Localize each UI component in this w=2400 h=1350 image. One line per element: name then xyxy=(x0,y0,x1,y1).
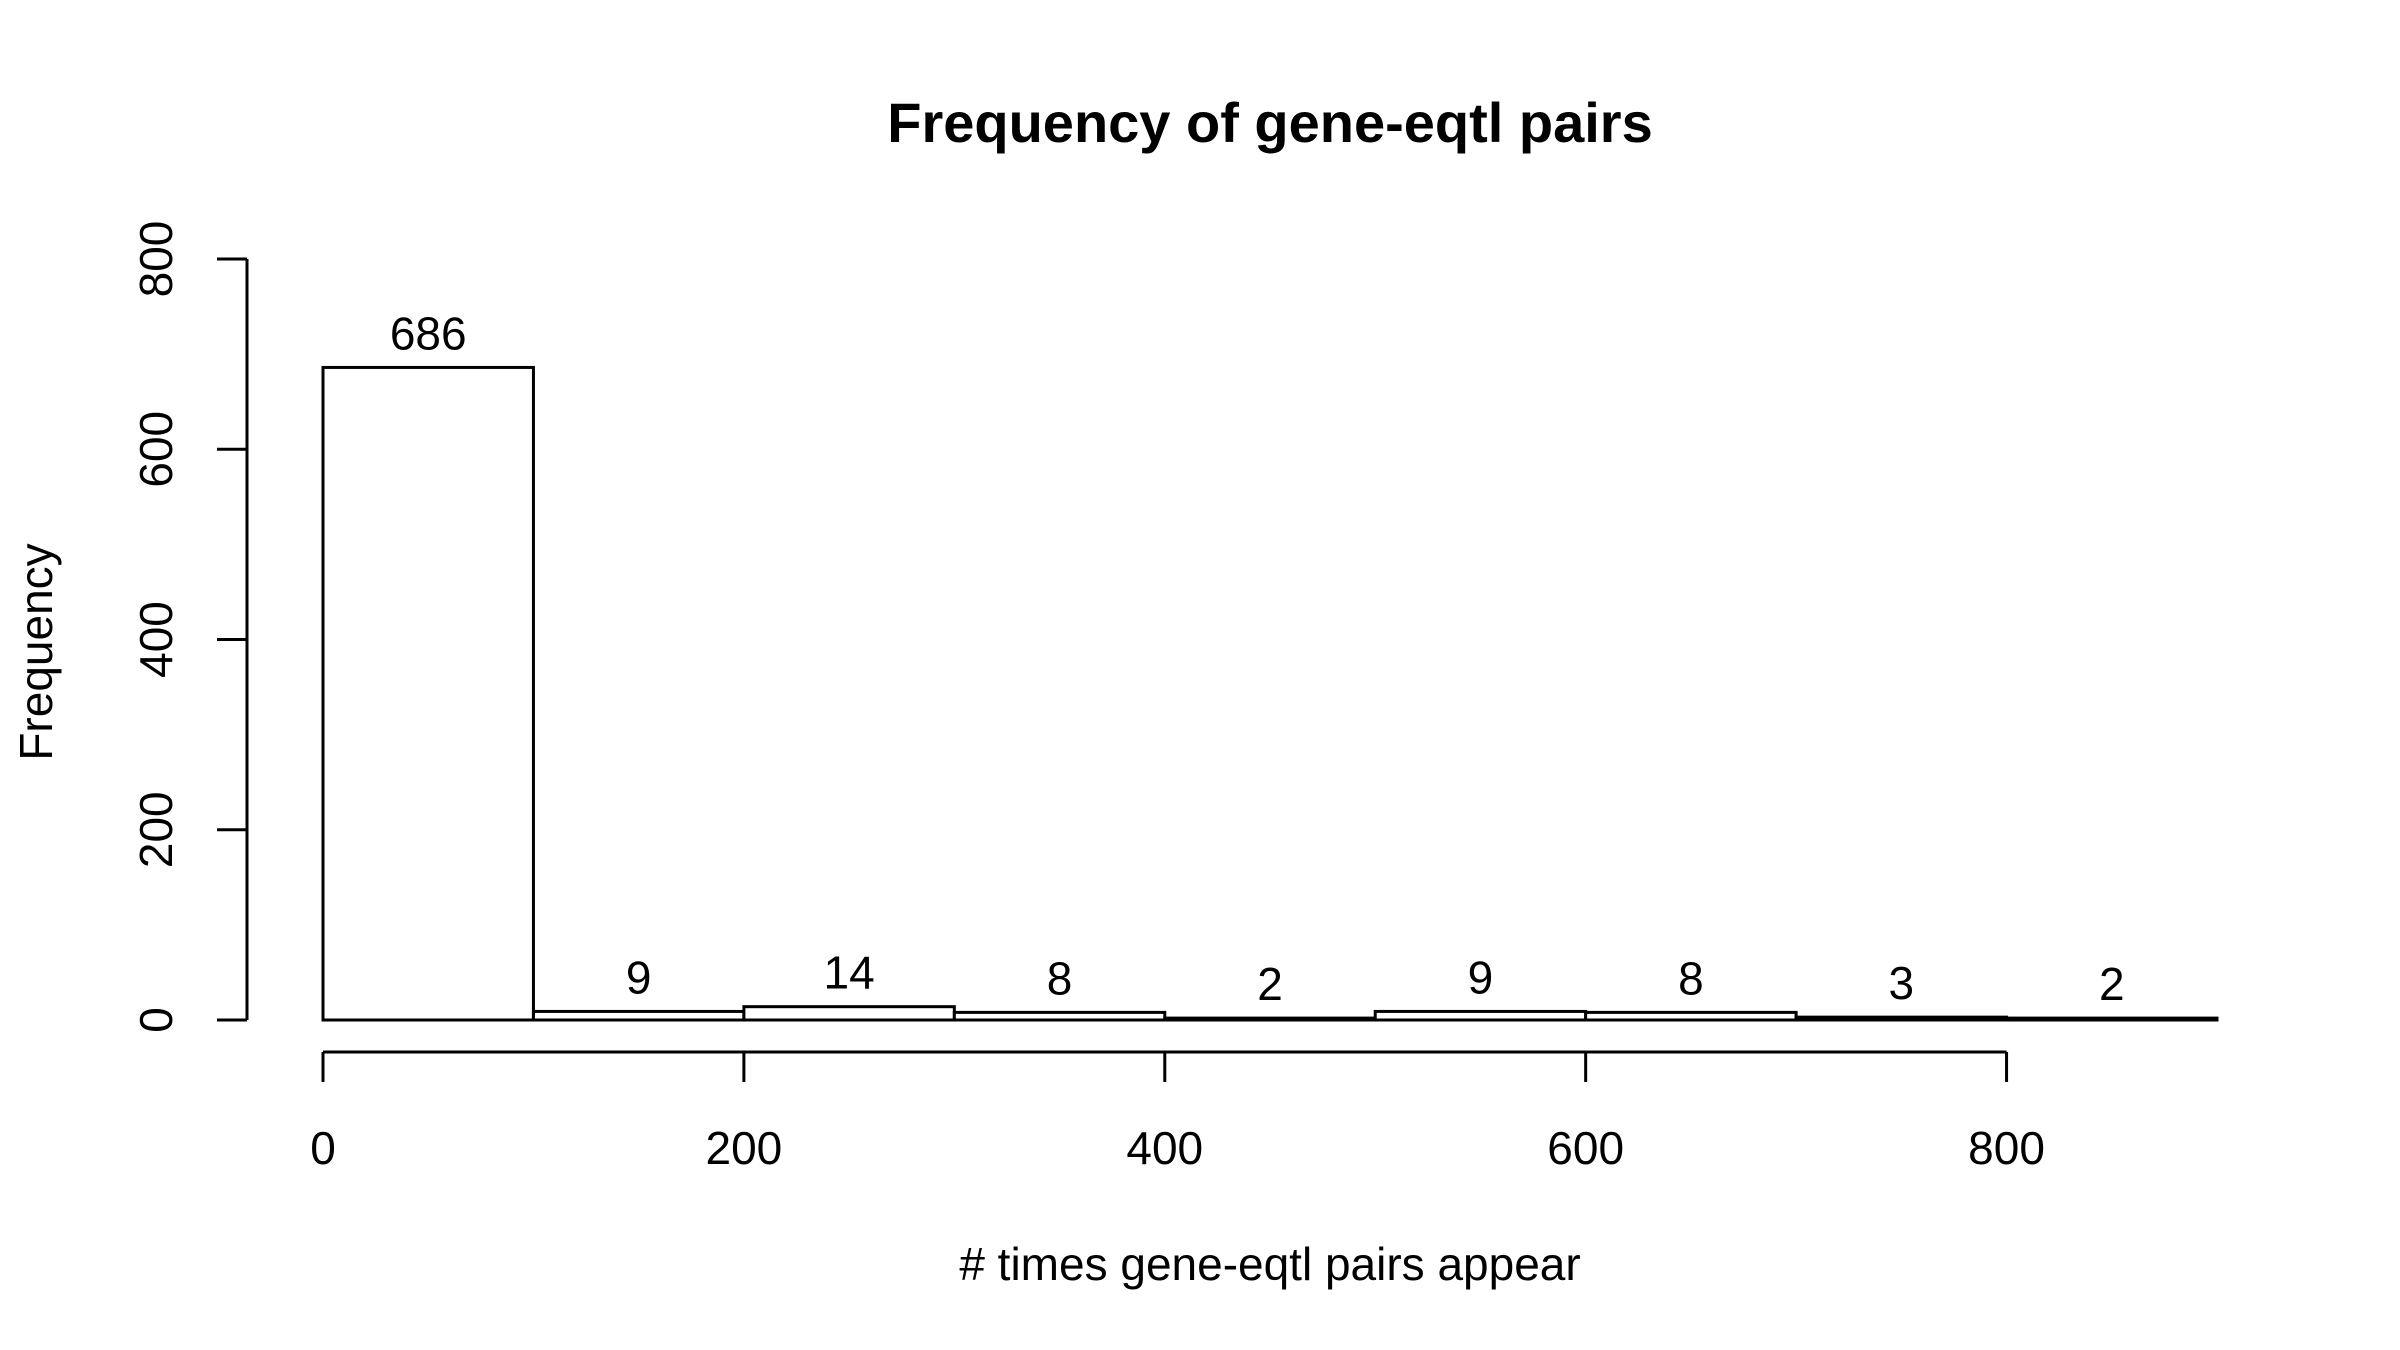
chart-title: Frequency of gene-eqtl pairs xyxy=(887,91,1653,154)
bar-value-label: 9 xyxy=(1468,951,1494,1003)
histogram-bar xyxy=(1163,1016,1377,1022)
bar-value-label: 2 xyxy=(2099,958,2125,1010)
x-axis-title: # times gene-eqtl pairs appear xyxy=(959,1238,1580,1290)
histogram-bar xyxy=(531,1009,746,1022)
histogram-bar xyxy=(742,1005,956,1022)
histogram-bar xyxy=(952,1010,1167,1022)
bar-value-label: 14 xyxy=(824,947,875,999)
y-axis: 0 200 400 600 800 xyxy=(130,221,249,1033)
y-tick-label: 200 xyxy=(130,791,182,868)
bar-value-label: 9 xyxy=(626,951,652,1003)
x-tick-label: 200 xyxy=(706,1122,783,1174)
x-tick-label: 800 xyxy=(1968,1122,2045,1174)
x-tick-label: 400 xyxy=(1126,1122,1203,1174)
y-tick-label: 0 xyxy=(130,1007,182,1033)
x-tick-label: 0 xyxy=(310,1122,336,1174)
histogram-bar xyxy=(1373,1009,1588,1022)
y-tick-label: 800 xyxy=(130,221,182,298)
y-axis-title: Frequency xyxy=(10,543,62,760)
bar-value-label: 8 xyxy=(1678,952,1704,1004)
histogram-bar xyxy=(321,365,535,1022)
histogram-bar xyxy=(1794,1015,2009,1022)
bar-value-label: 686 xyxy=(390,307,467,359)
x-axis: 0 200 400 600 800 xyxy=(310,1050,2045,1174)
histogram-bar xyxy=(2005,1016,2219,1022)
histogram-bar xyxy=(1584,1010,1798,1022)
bars-group xyxy=(321,365,2219,1022)
y-tick-label: 600 xyxy=(130,411,182,488)
bar-value-label: 8 xyxy=(1047,952,1073,1004)
bar-value-label: 3 xyxy=(1889,957,1915,1009)
y-tick-label: 400 xyxy=(130,601,182,678)
bar-labels-group: 686 9 14 8 2 9 8 3 2 xyxy=(390,307,2125,1010)
bar-value-label: 2 xyxy=(1257,958,1283,1010)
x-tick-label: 600 xyxy=(1547,1122,1624,1174)
